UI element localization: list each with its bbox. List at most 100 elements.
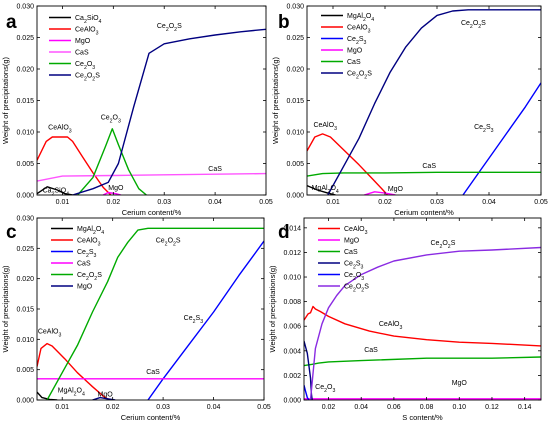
annotation-ce2o2s: Ce2O2S <box>461 20 486 30</box>
legend-entry-cealo3: CeAlO3 <box>75 27 99 37</box>
y-tick-label: 0.025 <box>16 246 34 253</box>
series-line-cealo3 <box>37 342 111 400</box>
x-tick-label: 0.05 <box>534 199 548 206</box>
series-group <box>37 28 266 195</box>
series-line-cealo3 <box>307 133 389 195</box>
y-tick-label: 0.000 <box>283 398 301 405</box>
annotation-ce2o3: Ce2O3 <box>315 384 335 394</box>
y-tick-label: 0.010 <box>16 337 34 344</box>
x-tick-label: 0.02 <box>107 199 121 206</box>
x-tick-label: 0.01 <box>55 404 69 411</box>
chart-panel-d: d 0.02 0.04 0.06 0.08 0.10 0.12 0.14 0.000 0.002 0… <box>268 217 542 422</box>
legend-entry-mgo: MgO <box>344 238 360 245</box>
series-line-cealo3 <box>37 136 112 195</box>
annotation-cealo3: CeAlO3 <box>48 124 72 134</box>
series-group <box>304 246 541 400</box>
annotation-ce2s3: Ce2S3 <box>474 124 494 134</box>
x-tick-label: 0.06 <box>387 404 401 411</box>
series-line-cealo3 <box>304 305 541 347</box>
y-tick-label: 0.025 <box>16 35 34 42</box>
y-tick-label: 0.005 <box>16 367 34 374</box>
annotation-mgo: MgO <box>452 380 468 387</box>
panel-letter-b: b <box>278 12 290 33</box>
plot-frame <box>36 5 267 196</box>
annotation-ce2o2s: Ce2O2S <box>157 23 182 33</box>
chart-panel-b: b 0.01 0.02 0.03 0.04 0.05 0.000 0.005 0.010 0.01… <box>271 4 548 218</box>
annotation-mgal2o4: MgAl2O4 <box>58 388 85 398</box>
legend-entry-cas: CaS <box>77 261 91 268</box>
series-line-ce2s3 <box>147 240 264 400</box>
panel-letter-a: a <box>6 12 17 33</box>
x-tick-label: 0.04 <box>482 199 496 206</box>
series-line-cas <box>304 356 541 367</box>
y-tick-label: 0.000 <box>16 193 34 200</box>
y-axis-label: Weight of precipitations(g) <box>1 57 10 144</box>
y-tick-label: 0.020 <box>286 67 304 74</box>
x-tick-label: 0.03 <box>430 199 444 206</box>
series-line-ce2o2s <box>309 246 541 400</box>
annotation-cas: CaS <box>422 163 436 170</box>
y-tick-label: 0.005 <box>286 161 304 168</box>
series-group <box>307 9 541 195</box>
series-line-cas <box>307 171 541 177</box>
legend-entry-ce2o2s: Ce2O2S <box>75 73 100 83</box>
legend-entry-ce2o2s: Ce2O2S <box>344 284 369 294</box>
annotation-mgo: MgO <box>388 186 404 193</box>
x-tick-label: 0.01 <box>56 199 70 206</box>
plot-frame <box>303 217 542 401</box>
y-tick-label: 0.015 <box>16 98 34 105</box>
y-tick-label: 0.015 <box>286 98 304 105</box>
y-tick-label: 0.030 <box>16 216 34 223</box>
x-tick-label: 0.02 <box>322 404 336 411</box>
annotation-cas: CaS <box>146 369 160 376</box>
x-tick-label: 0.04 <box>208 199 222 206</box>
y-tick-label: 0.030 <box>16 4 34 11</box>
y-tick-label: 0.020 <box>16 67 34 74</box>
legend-entry-cas: CaS <box>75 50 89 57</box>
annotation-ca2sio4: Ca2SiO4 <box>43 187 70 197</box>
series-line-mgo <box>102 191 122 195</box>
legend-entry-ce2s3: Ce2S3 <box>347 36 367 46</box>
annotation-cas: CaS <box>364 347 378 354</box>
series-line-mgo <box>92 396 116 400</box>
series-line-ce2o3 <box>77 128 147 195</box>
annotation-cealo3: CeAlO3 <box>313 122 337 132</box>
series-line-ce2s3 <box>304 340 313 400</box>
y-axis-label: Weight of precipitations(g) <box>268 265 277 352</box>
annotation-cealo3: CeAlO3 <box>38 328 62 338</box>
y-tick-label: 0.000 <box>286 193 304 200</box>
series-line-mgo <box>363 191 396 195</box>
y-tick-label: 0.030 <box>286 4 304 11</box>
legend-entry-cas: CaS <box>344 249 358 256</box>
x-tick-label: 0.03 <box>157 199 171 206</box>
chart-panel-a: a 0.01 0.02 0.03 0.04 0.05 0.000 0.005 0.010 0.01… <box>1 4 273 218</box>
x-tick-label: 0.02 <box>378 199 392 206</box>
y-tick-label: 0.000 <box>16 398 34 405</box>
y-axis-label: Weight of precipitations(g) <box>1 265 10 352</box>
y-tick-label: 0.010 <box>283 275 301 282</box>
x-axis-label: Cerium content/% <box>394 208 454 217</box>
legend-entry-mgo: MgO <box>77 284 93 291</box>
x-tick-label: 0.14 <box>518 404 532 411</box>
series-line-ce2o2s <box>72 28 266 195</box>
legend-entry-cealo3: CeAlO3 <box>347 25 371 35</box>
series-line-ce2o3 <box>304 385 310 400</box>
series-line-ce2o2s <box>46 227 264 400</box>
y-tick-label: 0.008 <box>283 299 301 306</box>
legend-entry-ce2s3: Ce2S3 <box>77 249 97 259</box>
legend-entry-mgo: MgO <box>347 48 363 55</box>
legend-entry-mgal2o4: MgAl2O4 <box>77 226 104 236</box>
annotation-cealo3: CeAlO3 <box>379 321 403 331</box>
x-tick-label: 0.01 <box>326 199 340 206</box>
legend-entry-ce2o2s: Ce2O2S <box>347 71 372 81</box>
y-axis-label: Weight of precipitations(g) <box>271 57 280 144</box>
annotation-ce2s3: Ce2S3 <box>184 315 204 325</box>
x-tick-label: 0.04 <box>207 404 221 411</box>
y-tick-label: 0.025 <box>286 35 304 42</box>
legend-entry-mgal2o4: MgAl2O4 <box>347 13 374 23</box>
legend-entry-ce2o3: Ce2O3 <box>344 272 364 282</box>
